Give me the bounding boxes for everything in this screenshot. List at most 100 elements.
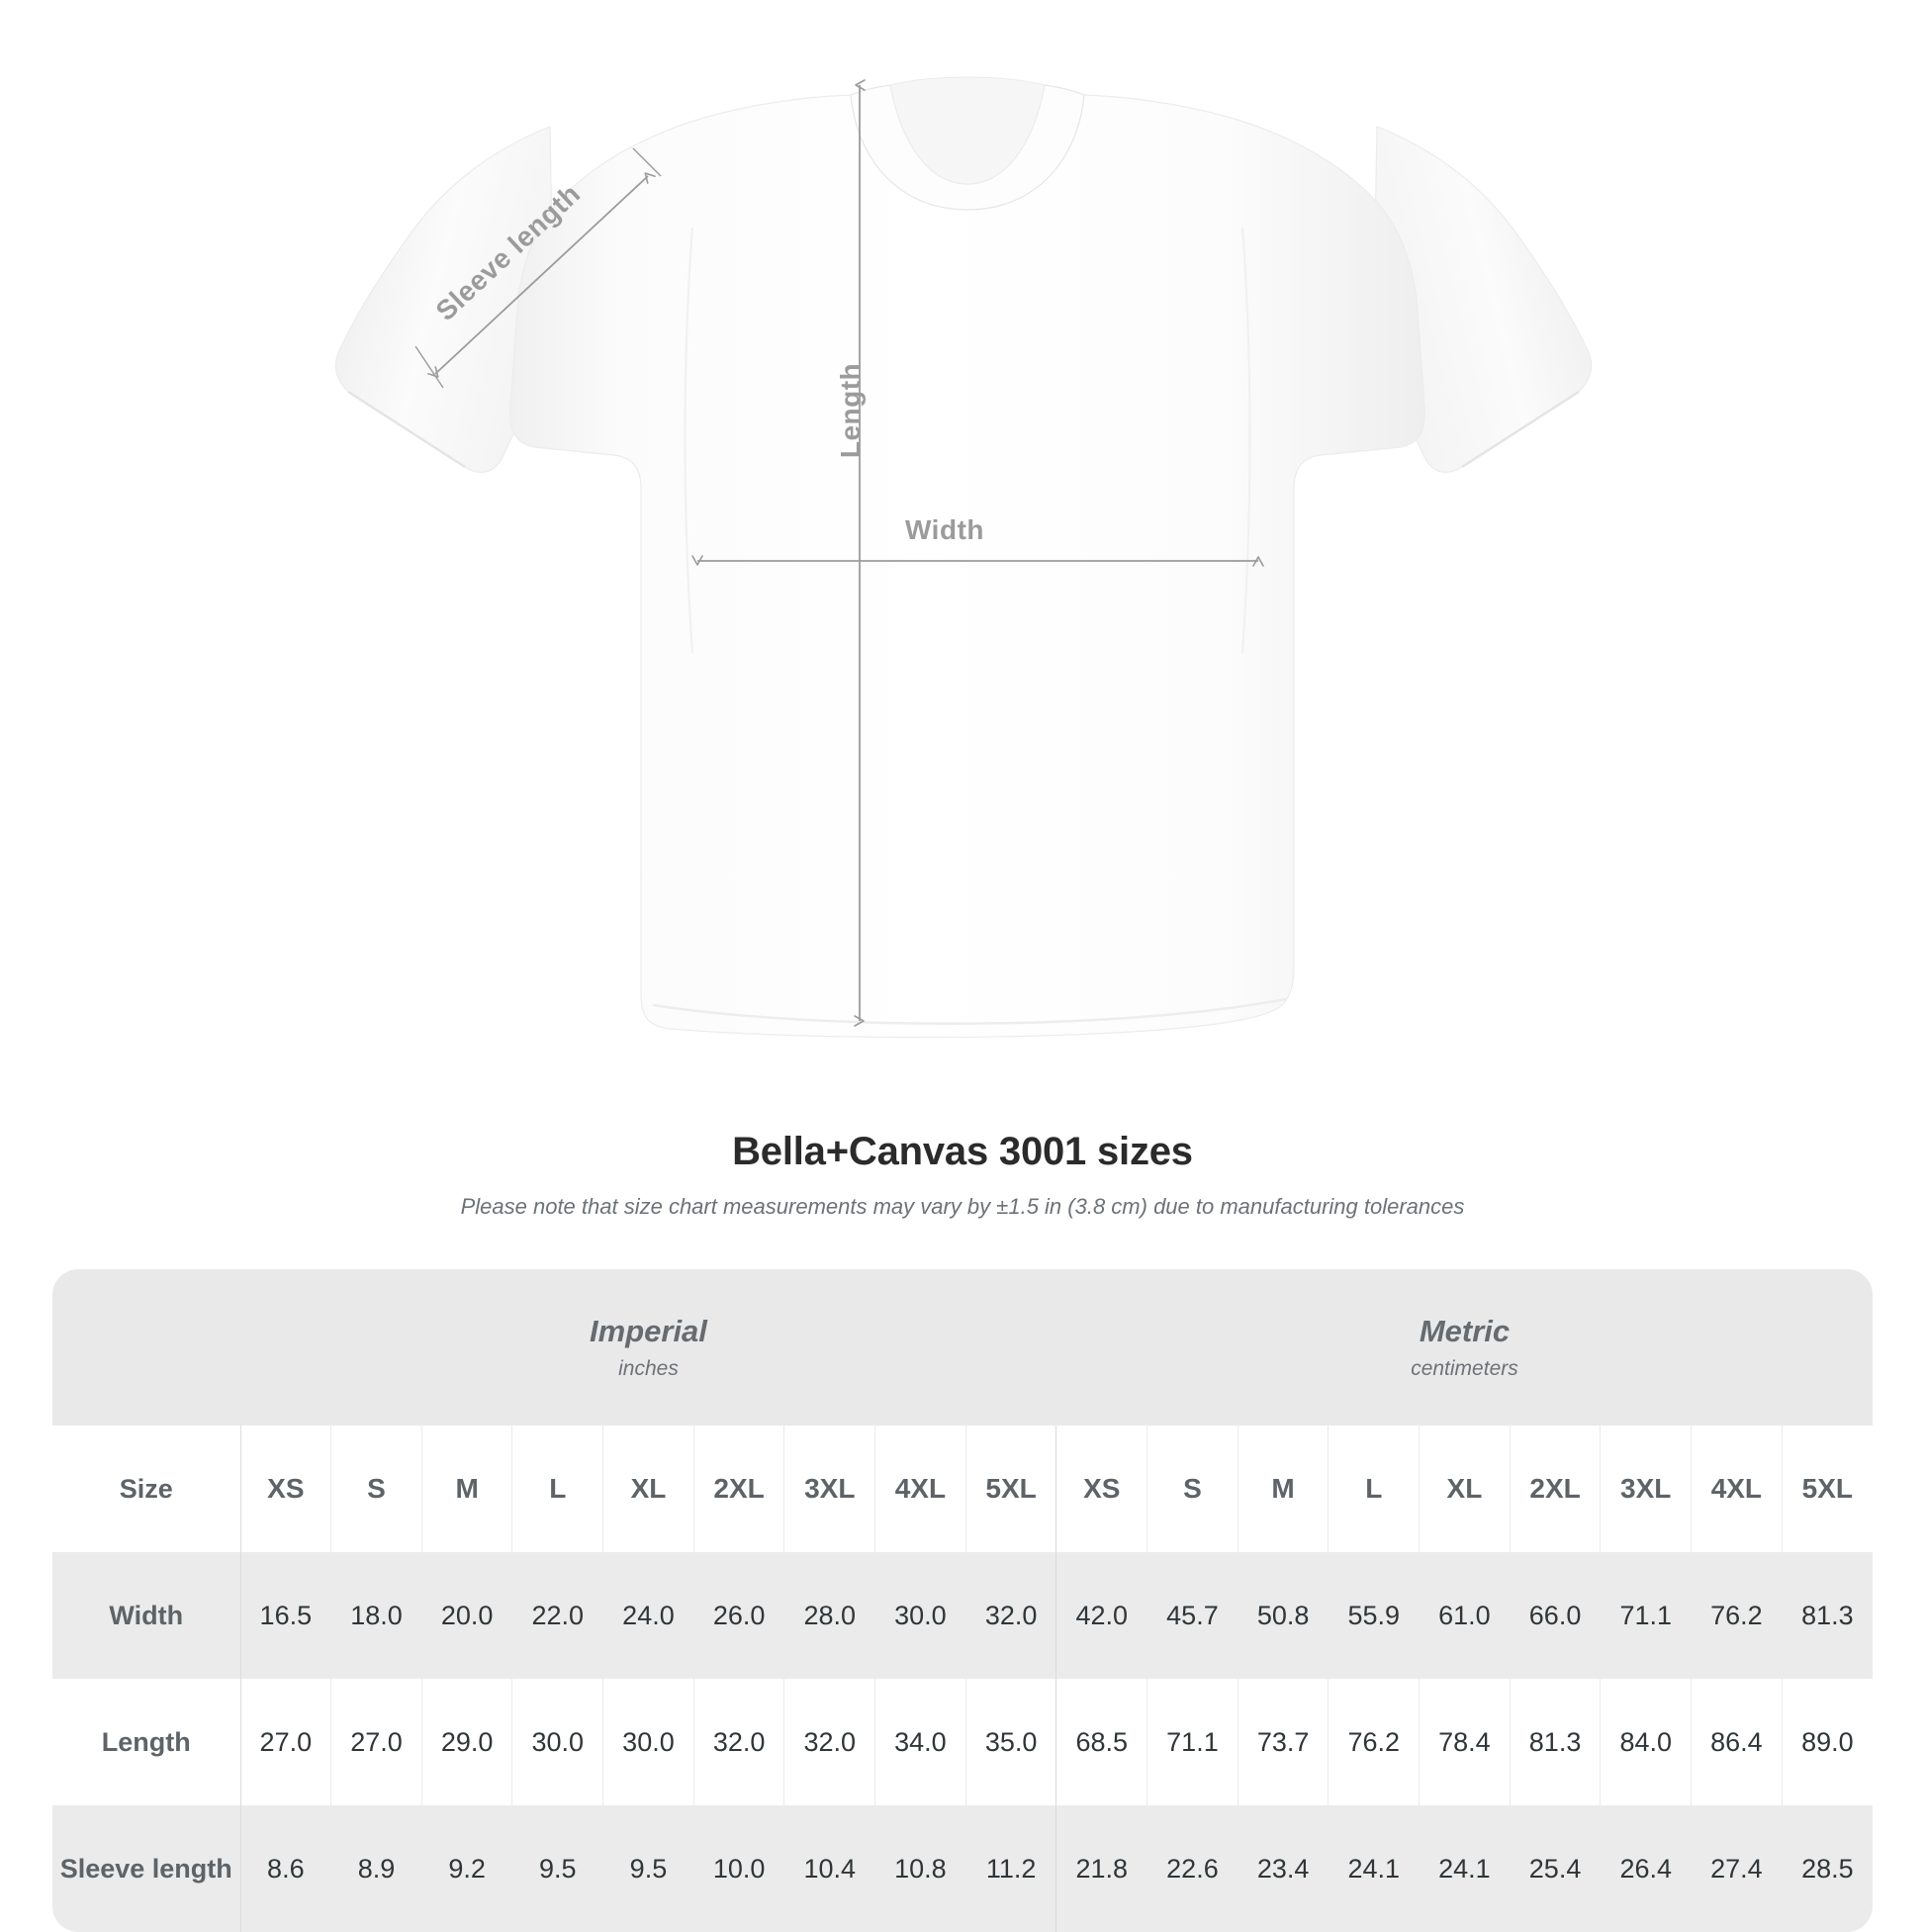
measurement-cell: 24.1 — [1328, 1805, 1420, 1932]
size-header-cell: M — [420, 1426, 512, 1552]
tshirt-collar-inner — [889, 76, 1046, 185]
size-header-cell: S — [330, 1426, 422, 1552]
size-chart-table: Imperial inches Metric centimeters Size XS S M L… — [52, 1269, 1873, 1932]
tshirt-hem — [652, 997, 1287, 1026]
unit-group-metric: Metric centimeters — [1055, 1269, 1873, 1426]
table-row: Sleeve length 8.6 8.9 9.2 9.5 9.5 10.0 10.4 10.8… — [52, 1805, 1873, 1932]
size-header-cell: XS — [239, 1426, 331, 1552]
size-header-cell: 4XL — [1691, 1426, 1783, 1552]
size-header-cell: 2XL — [1509, 1426, 1601, 1552]
measurement-cell: 10.0 — [692, 1805, 784, 1932]
tshirt-right-cuff — [1461, 390, 1580, 469]
size-header-cell: 2XL — [692, 1426, 784, 1552]
measurement-cell: 26.0 — [692, 1552, 784, 1679]
measurement-cell: 34.0 — [874, 1679, 966, 1805]
measurement-cell: 76.2 — [1691, 1552, 1783, 1679]
size-header-cell: XL — [602, 1426, 694, 1552]
measurement-cell: 21.8 — [1055, 1805, 1147, 1932]
sleeve-tick-bottom — [414, 345, 444, 389]
measurement-cell: 42.0 — [1055, 1552, 1147, 1679]
measurement-cell: 73.7 — [1237, 1679, 1329, 1805]
size-header-cell: 4XL — [874, 1426, 966, 1552]
measurement-cell: 30.0 — [602, 1679, 694, 1805]
measurement-cell: 27.0 — [239, 1679, 331, 1805]
measurement-cell: 55.9 — [1328, 1552, 1420, 1679]
measurement-cell: 9.5 — [602, 1805, 694, 1932]
measurement-cell: 68.5 — [1055, 1679, 1147, 1805]
tshirt-fold-right — [1240, 227, 1251, 654]
measurement-cell: 81.3 — [1781, 1552, 1873, 1679]
unit-group-name: Metric — [1419, 1313, 1511, 1348]
row-label-sleeve-length: Sleeve length — [52, 1805, 240, 1932]
measurement-cell: 16.5 — [239, 1552, 331, 1679]
measurement-cell: 26.4 — [1600, 1805, 1692, 1932]
measurement-cell: 28.0 — [783, 1552, 875, 1679]
measurement-cell: 8.6 — [239, 1805, 331, 1932]
tshirt-right-sleeve — [1372, 126, 1593, 474]
unit-group-name: Imperial — [590, 1313, 707, 1348]
measurement-cell: 61.0 — [1419, 1552, 1511, 1679]
width-label: Width — [905, 514, 984, 545]
measurement-cell: 20.0 — [420, 1552, 512, 1679]
measurement-cell: 27.4 — [1691, 1805, 1783, 1932]
measurement-cell: 71.1 — [1146, 1679, 1238, 1805]
unit-group-subtitle: inches — [618, 1357, 679, 1381]
size-header-cell: 5XL — [964, 1426, 1056, 1552]
measurement-cell: 76.2 — [1328, 1679, 1420, 1805]
measurement-cell: 35.0 — [964, 1679, 1056, 1805]
size-header-cell: 5XL — [1781, 1426, 1873, 1552]
unit-group-imperial: Imperial inches — [240, 1269, 1056, 1426]
measurement-cell: 9.2 — [420, 1805, 512, 1932]
unit-row-spacer — [52, 1269, 240, 1426]
unit-group-row: Imperial inches Metric centimeters — [52, 1269, 1873, 1426]
tshirt-measurement-diagram: Length Width Sleeve length — [334, 76, 1593, 1039]
measurement-cell: 78.4 — [1419, 1679, 1511, 1805]
table-row: Length 27.0 27.0 29.0 30.0 30.0 32.0 32.0 34.0 35… — [52, 1679, 1873, 1805]
measurement-cell: 24.1 — [1419, 1805, 1511, 1932]
measurement-cell: 84.0 — [1600, 1679, 1692, 1805]
measurement-cell: 30.0 — [511, 1679, 603, 1805]
sleeve-length-dimension-line — [427, 172, 656, 378]
measurement-cell: 32.0 — [692, 1679, 784, 1805]
size-header-row: Size XS S M L XL 2XL 3XL 4XL 5XL XS S M L XL 2XL 3XL 4XL 5… — [52, 1426, 1873, 1552]
measurement-cell: 50.8 — [1237, 1552, 1329, 1679]
measurement-cell: 22.0 — [511, 1552, 603, 1679]
measurement-cell: 23.4 — [1237, 1805, 1329, 1932]
measurement-cell: 25.4 — [1509, 1805, 1601, 1932]
unit-group-subtitle: centimeters — [1411, 1357, 1518, 1381]
size-header-cell: 3XL — [1600, 1426, 1692, 1552]
measurement-cell: 29.0 — [420, 1679, 512, 1805]
tshirt-fold-left — [684, 227, 694, 654]
measurement-cell: 45.7 — [1146, 1552, 1238, 1679]
measurement-cell: 11.2 — [964, 1805, 1056, 1932]
measurement-cell: 30.0 — [874, 1552, 966, 1679]
measurement-cell: 10.8 — [874, 1805, 966, 1932]
measurement-cell: 24.0 — [602, 1552, 694, 1679]
length-label: Length — [835, 363, 866, 458]
tshirt-body — [509, 94, 1425, 1039]
measurement-cell: 32.0 — [964, 1552, 1056, 1679]
tolerance-note: Please note that size chart measurements… — [460, 1194, 1465, 1219]
size-table-container: Imperial inches Metric centimeters Size XS S M L… — [52, 1269, 1873, 1932]
row-label-length: Length — [52, 1679, 240, 1805]
measurement-cell: 22.6 — [1146, 1805, 1238, 1932]
size-header-cell: XS — [1055, 1426, 1147, 1552]
measurement-cell: 81.3 — [1509, 1679, 1601, 1805]
page-title: Bella+Canvas 3001 sizes — [732, 1130, 1193, 1173]
measurement-cell: 8.9 — [330, 1805, 422, 1932]
size-header-cell: L — [1328, 1426, 1420, 1552]
chart-title-block: Bella+Canvas 3001 sizes Please note that… — [0, 1128, 1925, 1222]
measurement-cell: 18.0 — [330, 1552, 422, 1679]
size-header-cell: 3XL — [783, 1426, 875, 1552]
row-label-width: Width — [52, 1552, 240, 1679]
measurement-cell: 66.0 — [1509, 1552, 1601, 1679]
measurement-cell: 27.0 — [330, 1679, 422, 1805]
size-header-cell: L — [511, 1426, 603, 1552]
size-header-cell: M — [1237, 1426, 1329, 1552]
measurement-cell: 28.5 — [1781, 1805, 1873, 1932]
sleeve-tick-top — [632, 147, 662, 177]
measurement-cell: 32.0 — [783, 1679, 875, 1805]
measurement-cell: 9.5 — [511, 1805, 603, 1932]
tshirt-left-cuff — [347, 390, 466, 469]
